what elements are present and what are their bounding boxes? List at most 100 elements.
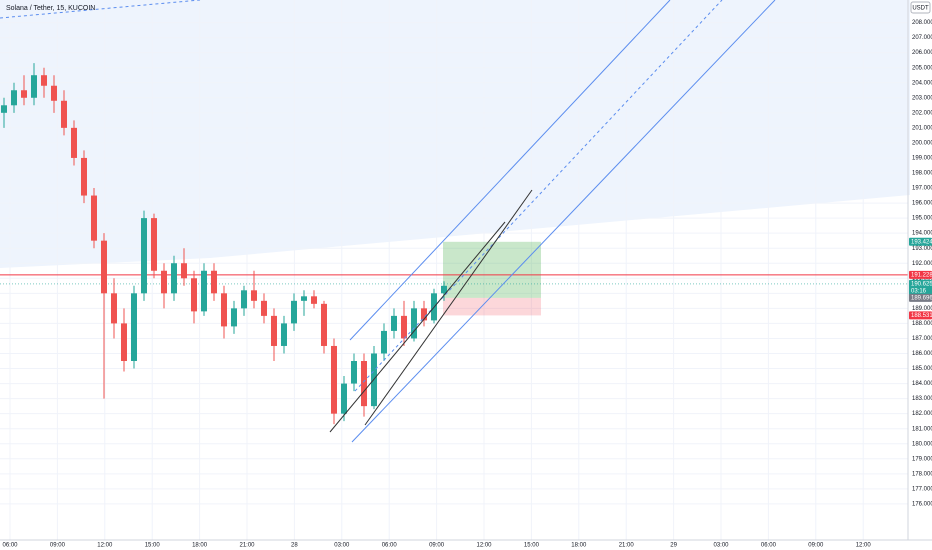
candle-body xyxy=(271,315,277,346)
y-tick-label: 208.000 xyxy=(912,20,932,26)
price-label: 190.625 xyxy=(911,281,932,287)
candle-body xyxy=(31,75,37,98)
y-tick-label: 180.000 xyxy=(912,441,932,447)
y-tick-label: 193.000 xyxy=(912,246,932,252)
candle-body xyxy=(141,218,147,294)
y-tick-label: 176.000 xyxy=(912,501,932,507)
y-tick-label: 198.000 xyxy=(912,171,932,177)
candle-body xyxy=(421,308,427,321)
candle-body xyxy=(211,270,217,294)
channel-middle xyxy=(354,0,723,392)
x-tick-label: 12:00 xyxy=(856,543,872,549)
countdown: 03:16 xyxy=(911,288,927,294)
x-tick-label: 18:00 xyxy=(192,543,208,549)
candle-body xyxy=(151,218,157,271)
price-label: 191.228 xyxy=(911,272,932,278)
candle-body xyxy=(281,323,287,346)
y-tick-label: 199.000 xyxy=(912,156,932,162)
trend-line xyxy=(364,189,533,426)
y-tick-label: 186.000 xyxy=(912,351,932,357)
position-target-zone xyxy=(443,241,541,298)
chart-title: Solana / Tether, 15, KUCOIN xyxy=(6,5,95,12)
y-tick-label: 207.000 xyxy=(912,35,932,41)
candle-body xyxy=(261,300,267,316)
position-stop-zone xyxy=(443,297,541,316)
candle-body xyxy=(411,308,417,339)
trend-line xyxy=(329,221,506,433)
candle-body xyxy=(121,323,127,362)
price-label-box xyxy=(909,270,932,279)
candle-body xyxy=(61,100,67,128)
candle-body xyxy=(181,263,187,279)
x-tick-label: 21:00 xyxy=(239,543,255,549)
candle-body xyxy=(51,85,57,101)
y-tick-label: 201.000 xyxy=(912,125,932,131)
y-tick-label: 191.000 xyxy=(912,276,932,282)
candle-body xyxy=(441,285,447,294)
candle-body xyxy=(41,75,47,86)
price-label-box xyxy=(909,311,932,320)
candle-body xyxy=(1,105,7,113)
x-tick-label: 09:00 xyxy=(50,543,66,549)
y-tick-label: 205.000 xyxy=(912,65,932,71)
candle-body xyxy=(231,308,237,327)
candle-body xyxy=(21,90,27,98)
y-tick-label: 200.000 xyxy=(912,140,932,146)
x-tick-label: 12:00 xyxy=(97,543,113,549)
candle-body xyxy=(171,263,177,294)
candle-body xyxy=(401,315,407,339)
y-tick-label: 188.000 xyxy=(912,321,932,327)
x-tick-label: 09:00 xyxy=(429,543,445,549)
x-tick-label: 06:00 xyxy=(761,543,777,549)
price-label-box xyxy=(909,237,932,246)
candle-body xyxy=(191,278,197,312)
y-tick-label: 196.000 xyxy=(912,201,932,207)
x-tick-label: 18:00 xyxy=(571,543,587,549)
y-tick-label: 195.000 xyxy=(912,216,932,222)
x-tick-label: 06:00 xyxy=(2,543,18,549)
x-tick-label: 09:00 xyxy=(808,543,824,549)
y-tick-label: 189.000 xyxy=(912,306,932,312)
y-tick-label: 203.000 xyxy=(912,95,932,101)
price-label-box xyxy=(909,293,932,302)
candle-body xyxy=(301,296,307,301)
currency-box[interactable] xyxy=(910,1,931,14)
channel-lower xyxy=(351,0,776,443)
candle-body xyxy=(311,296,317,304)
candle-body xyxy=(91,195,97,241)
y-tick-label: 187.000 xyxy=(912,336,932,342)
x-tick-label: 15:00 xyxy=(145,543,161,549)
candle-body xyxy=(331,345,337,414)
y-tick-label: 192.000 xyxy=(912,261,932,267)
y-tick-label: 183.000 xyxy=(912,396,932,402)
currency: USDT xyxy=(912,6,929,12)
candle-body xyxy=(111,293,117,324)
x-tick-label: 03:00 xyxy=(713,543,729,549)
y-tick-label: 181.000 xyxy=(912,426,932,432)
y-tick-label: 182.000 xyxy=(912,411,932,417)
candle-body xyxy=(221,293,227,327)
price-label-box xyxy=(909,279,932,296)
y-tick-label: 194.000 xyxy=(912,231,932,237)
candle-body xyxy=(391,315,397,331)
y-tick-label: 177.000 xyxy=(912,486,932,492)
y-tick-label: 178.000 xyxy=(912,471,932,477)
candle-body xyxy=(131,293,137,362)
candle-body xyxy=(381,330,387,354)
price-label: 188.531 xyxy=(911,313,932,319)
candle-body xyxy=(251,290,257,301)
x-tick-label: 21:00 xyxy=(619,543,635,549)
candle-body xyxy=(161,270,167,294)
x-tick-label: 12:00 xyxy=(476,543,492,549)
candle-body xyxy=(71,127,77,158)
candle-body xyxy=(341,383,347,414)
candle-body xyxy=(101,240,107,294)
y-tick-label: 197.000 xyxy=(912,186,932,192)
y-tick-label: 202.000 xyxy=(912,110,932,116)
candle-body xyxy=(291,300,297,324)
channel-upper xyxy=(349,0,671,341)
price-label: 193.424 xyxy=(911,239,932,245)
x-tick-label: 06:00 xyxy=(382,543,398,549)
x-tick-label: 03:00 xyxy=(334,543,350,549)
